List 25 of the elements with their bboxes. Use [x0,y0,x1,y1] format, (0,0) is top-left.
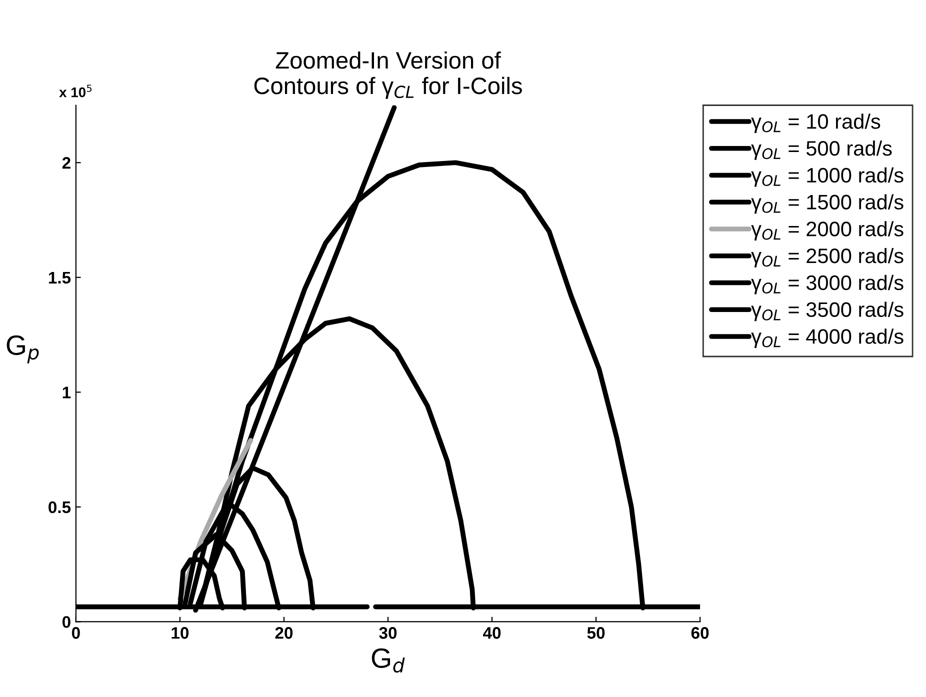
legend-label: γ$_{OL}$ = 500 rad/s [751,140,892,160]
x-tick-label: 0 [72,627,80,639]
x-tick-label: 50 [587,627,605,639]
x-tick-label: 40 [483,627,501,639]
legend-label: γ$_{OL}$ = 10 rad/s [751,114,880,133]
x-axis-title: G$_{d}$ [372,648,405,673]
x-tick-label: 60 [691,627,709,639]
legend-label: γ$_{OL}$ = 3000 rad/s [751,274,904,294]
legend-label: γ$_{OL}$ = 1500 rad/s [751,194,904,214]
chart-title: Zoomed-In Version of Contours of γ$_{CL}$ for I-Coils [254,51,522,99]
y-tick-label: 1.5 [48,272,71,284]
legend-label: γ$_{OL}$ = 4000 rad/s [751,328,904,348]
y-tick-label: 2 [62,157,70,169]
legend-label: γ$_{OL}$ = 1000 rad/s [751,167,904,187]
text: x 10$^{5}$ [59,84,92,98]
x-tick-label: 10 [172,627,189,639]
legend-label: γ$_{OL}$ = 2500 rad/s [751,248,904,268]
x-tick-label: 30 [379,627,397,639]
y-tick-label: 1 [62,386,71,398]
legend-label: γ$_{OL}$ = 3500 rad/s [751,302,904,322]
y-tick-label: 0.5 [48,501,71,514]
legend-label: γ$_{OL}$ = 2000 rad/s [751,221,904,240]
y-tick-label: 0 [62,616,70,628]
y-axis-title: G$_{p}$ [6,335,39,364]
x-tick-label: 20 [275,627,293,639]
